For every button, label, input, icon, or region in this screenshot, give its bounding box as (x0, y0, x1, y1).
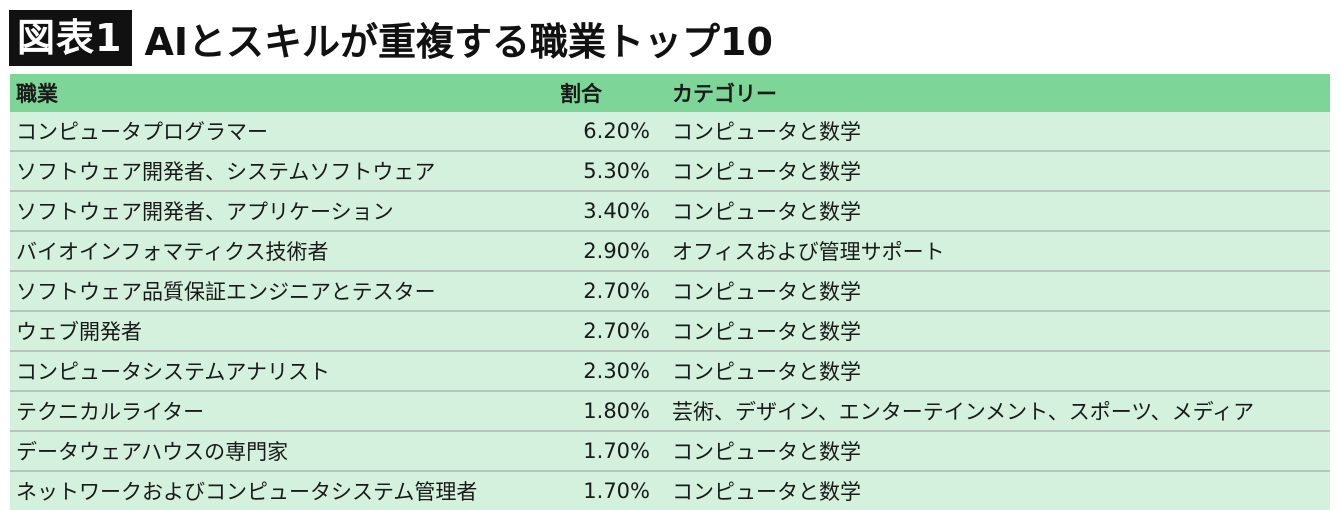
job-cell: コンピュータシステムアナリスト (16, 360, 330, 384)
column-header-job: 職業 (10, 74, 556, 112)
column-header-ratio: 割合 (556, 74, 650, 112)
table-row: データウェアハウスの専門家 1.70% コンピュータと数学 (10, 431, 1330, 471)
job-cell: ソフトウェア開発者、アプリケーション (16, 200, 394, 224)
ratio-cell: 2.70% (583, 279, 650, 303)
ratio-cell: 2.90% (583, 239, 650, 263)
table-header-row: 職業 割合 カテゴリー (10, 74, 1330, 112)
table-row: ウェブ開発者 2.70% コンピュータと数学 (10, 311, 1330, 351)
category-cell: コンピュータと数学 (672, 320, 861, 344)
table-row: コンピュータシステムアナリスト 2.30% コンピュータと数学 (10, 351, 1330, 391)
ratio-cell: 2.30% (583, 359, 650, 383)
ratio-cell: 3.40% (583, 199, 650, 223)
job-cell: ソフトウェア品質保証エンジニアとテスター (16, 280, 436, 304)
ratio-cell: 1.70% (583, 479, 650, 503)
category-cell: コンピュータと数学 (672, 280, 861, 304)
category-cell: コンピュータと数学 (672, 160, 861, 184)
table-row: バイオインフォマティクス技術者 2.90% オフィスおよび管理サポート (10, 231, 1330, 271)
job-cell: ネットワークおよびコンピュータシステム管理者 (16, 480, 478, 504)
ratio-cell: 1.80% (583, 399, 650, 423)
category-cell: コンピュータと数学 (672, 360, 861, 384)
figure-title: AIとスキルが重複する職業トップ10 (144, 19, 773, 64)
job-cell: コンピュータプログラマー (16, 120, 268, 144)
ratio-cell: 5.30% (583, 159, 650, 183)
figure-badge: 図表1 (9, 10, 133, 66)
occupation-table: 職業 割合 カテゴリー コンピュータプログラマー 6.20% コンピュータと数学… (10, 74, 1330, 510)
table-row: ソフトウェア開発者、システムソフトウェア 5.30% コンピュータと数学 (10, 151, 1330, 191)
table-row: コンピュータプログラマー 6.20% コンピュータと数学 (10, 112, 1330, 151)
job-cell: ウェブ開発者 (16, 320, 142, 344)
table-row: ソフトウェア開発者、アプリケーション 3.40% コンピュータと数学 (10, 191, 1330, 231)
job-cell: バイオインフォマティクス技術者 (16, 240, 329, 264)
category-cell: 芸術、デザイン、エンターテインメント、スポーツ、メディア (672, 400, 1255, 424)
category-cell: オフィスおよび管理サポート (672, 240, 945, 264)
category-cell: コンピュータと数学 (672, 480, 861, 504)
ratio-cell: 6.20% (583, 119, 650, 143)
table-row: ソフトウェア品質保証エンジニアとテスター 2.70% コンピュータと数学 (10, 271, 1330, 311)
ratio-cell: 1.70% (583, 439, 650, 463)
job-cell: ソフトウェア開発者、システムソフトウェア (16, 160, 436, 184)
figure-header: 図表1 AIとスキルが重複する職業トップ10 (9, 8, 773, 68)
job-cell: データウェアハウスの専門家 (16, 440, 289, 464)
ratio-cell: 2.70% (583, 319, 650, 343)
column-header-category: カテゴリー (650, 74, 1330, 112)
table-row: ネットワークおよびコンピュータシステム管理者 1.70% コンピュータと数学 (10, 471, 1330, 510)
category-cell: コンピュータと数学 (672, 120, 861, 144)
category-cell: コンピュータと数学 (672, 440, 861, 464)
category-cell: コンピュータと数学 (672, 200, 861, 224)
job-cell: テクニカルライター (16, 400, 205, 424)
table-row: テクニカルライター 1.80% 芸術、デザイン、エンターテインメント、スポーツ、… (10, 391, 1330, 431)
